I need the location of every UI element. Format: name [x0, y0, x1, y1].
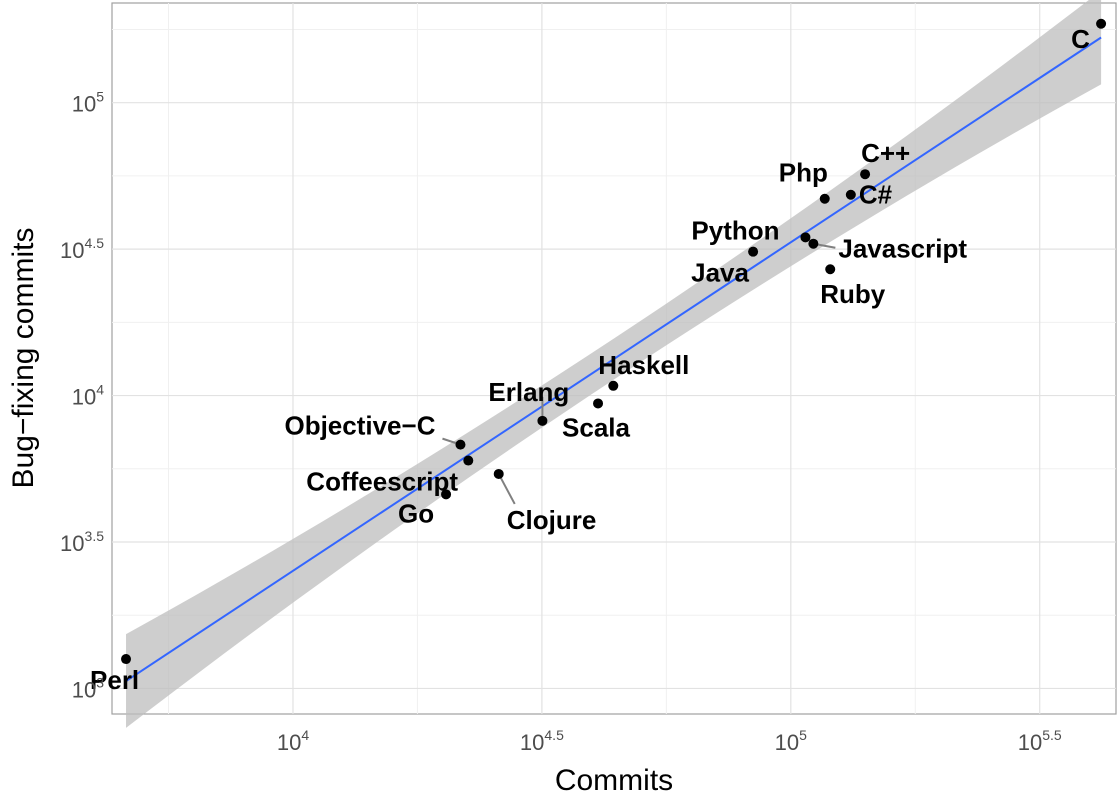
- y-tick-label: 105: [72, 89, 104, 117]
- data-point: [463, 455, 474, 466]
- point-label: Javascript: [838, 234, 967, 264]
- point-label: Coffeescript: [306, 467, 458, 497]
- point-label: Go: [398, 498, 434, 528]
- point-label: C: [1071, 24, 1090, 54]
- y-tick-label: 103.5: [60, 528, 104, 556]
- x-tick-label: 104.5: [520, 727, 564, 755]
- x-tick-labels: 104 104.5 105 105.5: [277, 727, 1062, 755]
- point-label: Scala: [562, 412, 630, 442]
- point-label: Clojure: [507, 505, 597, 535]
- x-axis-title: Commits: [555, 764, 673, 795]
- fit-line-layer: [125, 36, 1102, 682]
- point-label: Ruby: [820, 279, 886, 309]
- data-point: [845, 189, 856, 200]
- data-point: [593, 398, 604, 409]
- y-tick-label: 104: [72, 382, 104, 410]
- point-label: Php: [779, 158, 828, 188]
- x-tick-label: 105.5: [1018, 727, 1062, 755]
- data-point: [608, 380, 619, 391]
- x-tick-label: 105: [775, 727, 807, 755]
- data-point: [748, 246, 759, 257]
- data-point: [493, 468, 504, 479]
- point-label: Haskell: [598, 350, 689, 380]
- data-point: [121, 654, 132, 665]
- data-point: [455, 439, 466, 450]
- confidence-band-layer: [126, 0, 1102, 728]
- fit-line: [125, 36, 1102, 682]
- data-point: [537, 415, 548, 426]
- point-layer: [121, 18, 1107, 665]
- confidence-band: [126, 0, 1102, 728]
- point-label: C++: [861, 138, 910, 168]
- point-label: Erlang: [488, 377, 569, 407]
- leader-line: [497, 473, 516, 505]
- data-point: [441, 489, 452, 500]
- point-label: Perl: [90, 665, 139, 695]
- data-point: [825, 264, 836, 275]
- point-label: Python: [691, 215, 779, 245]
- y-tick-label: 104.5: [60, 235, 104, 263]
- point-label: Java: [691, 258, 749, 288]
- grid: [112, 3, 1116, 714]
- data-point: [800, 232, 811, 243]
- point-label: Objective−C: [284, 411, 435, 441]
- data-point: [819, 193, 830, 204]
- y-tick-label: 103: [72, 674, 104, 702]
- x-tick-label: 104: [277, 727, 309, 755]
- point-label: C#: [859, 180, 893, 210]
- y-axis-title: Bug−fixing commits: [7, 228, 40, 489]
- data-point: [1096, 18, 1107, 29]
- y-tick-labels: 103 103.5 104 104.5 105: [60, 89, 104, 703]
- data-point: [860, 169, 871, 180]
- data-point: [808, 238, 819, 249]
